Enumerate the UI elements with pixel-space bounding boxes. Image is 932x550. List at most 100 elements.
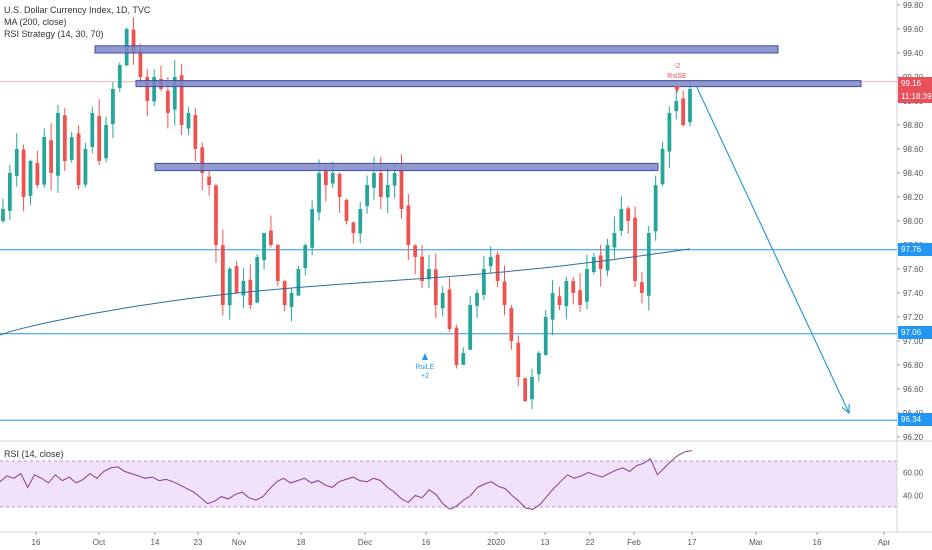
candle-body (378, 173, 383, 197)
ma-200-line (0, 248, 691, 336)
candle-body (502, 281, 507, 305)
candle-body (220, 245, 225, 305)
short-signal-label: RsiSE (667, 73, 687, 80)
price-tick-label: 98.40 (903, 169, 924, 178)
price-tick-label: 97.20 (903, 313, 924, 322)
legend-strategy: RSI Strategy (14, 30, 70) (4, 29, 104, 39)
candle-body (674, 101, 679, 112)
candle-body (344, 200, 349, 221)
time-tick-label: 17 (688, 538, 697, 547)
rsi-tick-label: 40.00 (903, 492, 924, 501)
candle-body (550, 293, 555, 320)
candle-body (392, 173, 397, 186)
candle-body (317, 173, 321, 213)
candle-body (598, 255, 603, 269)
candle-body (42, 137, 47, 185)
candle-body (241, 281, 246, 296)
candle-body (275, 245, 280, 281)
projection-arrow-head (841, 403, 850, 415)
candle-body (475, 293, 479, 306)
candle-body (454, 327, 459, 365)
candle-body (646, 233, 651, 296)
candle-body (427, 269, 431, 280)
candle-body (372, 173, 376, 188)
time-tick-label: 2020 (487, 538, 505, 547)
price-tick-label: 98.00 (903, 217, 924, 226)
time-tick-label: 13 (541, 538, 550, 547)
candle-body (69, 137, 74, 160)
time-tick-label: Feb (627, 538, 641, 547)
candle-body (28, 161, 33, 196)
price-tick-label: 98.80 (903, 121, 924, 130)
candle-body (83, 149, 88, 185)
candle-body (145, 77, 150, 101)
candle-body (681, 98, 686, 125)
candle-body (530, 377, 534, 400)
time-tick-label: Mar (749, 538, 763, 547)
time-tick-label: 16 (422, 538, 431, 547)
resistance-zone (135, 80, 862, 88)
price-tick-label: 99.40 (903, 49, 924, 58)
legend-title: U.S. Dollar Currency Index, 1D, TVC (4, 5, 151, 15)
price-tick-label: 98.60 (903, 145, 924, 154)
candle-body (227, 269, 232, 306)
candle-body (56, 113, 60, 176)
candle-body (468, 305, 473, 350)
candle-body (640, 282, 644, 293)
countdown-tag: 11:18:39 (898, 90, 932, 103)
candle-body (653, 185, 658, 232)
candle-body (255, 257, 260, 303)
candle-body (433, 269, 438, 305)
candle-body (413, 245, 418, 257)
candle-body (516, 342, 521, 377)
candle-body (7, 173, 12, 211)
last-price-tag: 99.16 (898, 77, 932, 90)
candle-body (358, 209, 363, 234)
candle-body (447, 289, 452, 329)
candle-body (688, 89, 692, 123)
candle-body (536, 353, 541, 375)
candle-body (172, 77, 177, 110)
candle-body (165, 90, 170, 113)
candle-body (440, 293, 445, 309)
time-tick-label: 18 (297, 538, 306, 547)
candle-body (97, 116, 102, 161)
candle-body (564, 281, 569, 307)
price-tick-label: 98.20 (903, 193, 924, 202)
candle-body (571, 281, 576, 293)
candle-body (138, 49, 143, 77)
level-tag-97-76: 97.76 (898, 243, 932, 256)
candle-body (111, 89, 115, 125)
candle-body (296, 269, 301, 296)
time-tick-label: Nov (232, 538, 246, 547)
candle-body (330, 173, 335, 184)
candle-body (289, 293, 294, 307)
candle-body (269, 230, 273, 245)
candle-body (385, 185, 390, 198)
candle-body (62, 115, 67, 161)
chart-legend: U.S. Dollar Currency Index, 1D, TVC MA (… (4, 4, 150, 40)
price-tick-label: 97.60 (903, 265, 924, 274)
candle-body (612, 233, 617, 248)
price-tick-label: 99.60 (903, 25, 924, 34)
time-tick-label: Oct (93, 538, 106, 547)
long-signal-label: RsiLE (416, 364, 435, 371)
candle-body (104, 125, 108, 159)
rsi-tick-label: 60.00 (903, 469, 924, 478)
candle-body (406, 205, 411, 245)
candle-body (633, 217, 637, 281)
candle-body (619, 209, 624, 231)
candle-body (262, 233, 266, 261)
candle-body (351, 222, 356, 233)
candle-body (179, 75, 184, 125)
candle-body (509, 307, 514, 341)
long-signal-count: +2 (421, 373, 429, 380)
candle-body (660, 149, 665, 185)
level-tag-97-06: 97.06 (898, 326, 932, 339)
candle-body (578, 290, 582, 305)
candle-body (523, 378, 528, 401)
candle-body (488, 257, 493, 267)
legend-ma: MA (200, close) (4, 17, 67, 27)
